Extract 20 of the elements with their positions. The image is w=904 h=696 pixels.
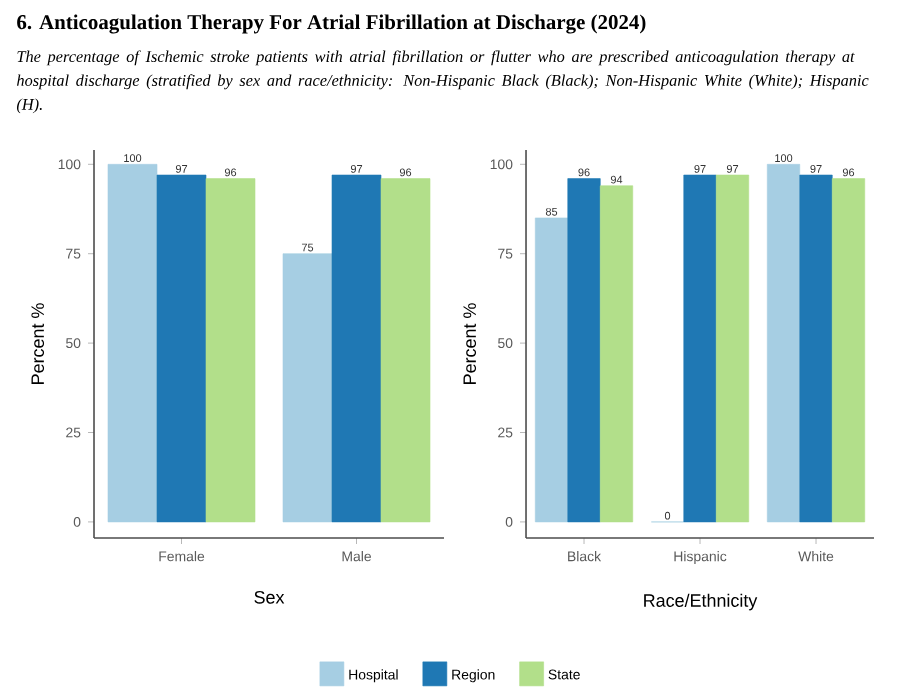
bar [831,178,866,523]
bar [380,178,431,523]
x-axis-title: Race/Ethnicity [644,593,758,611]
bar [107,164,158,523]
x-axis-title: Sex [254,590,285,604]
bar [715,174,750,523]
bar [156,174,207,523]
y-axis-title: Percent % [463,303,477,384]
bar [766,164,801,523]
bar [534,217,569,523]
bar [683,174,717,523]
bar [282,253,333,523]
chart-title: 6. Anticoagulation Therapy For Atrial Fibrillation at Discharge (2024) [17,14,646,34]
y-axis-title: Percent % [31,303,45,384]
chart-subtitle: The percentage of Ischemic stroke patients with atrial fibrillation or flutter who are prescribed anticoagulation therapy at hospital discharge (stratified by sex and race/ethnicity: Non-Hispanic Black (Black); Non-Hispanic White (White); Hispanic (H). [16,50,869,114]
bar [799,174,833,523]
bar [205,178,256,523]
bar [331,174,382,523]
bar [567,178,601,523]
bar [599,185,634,523]
